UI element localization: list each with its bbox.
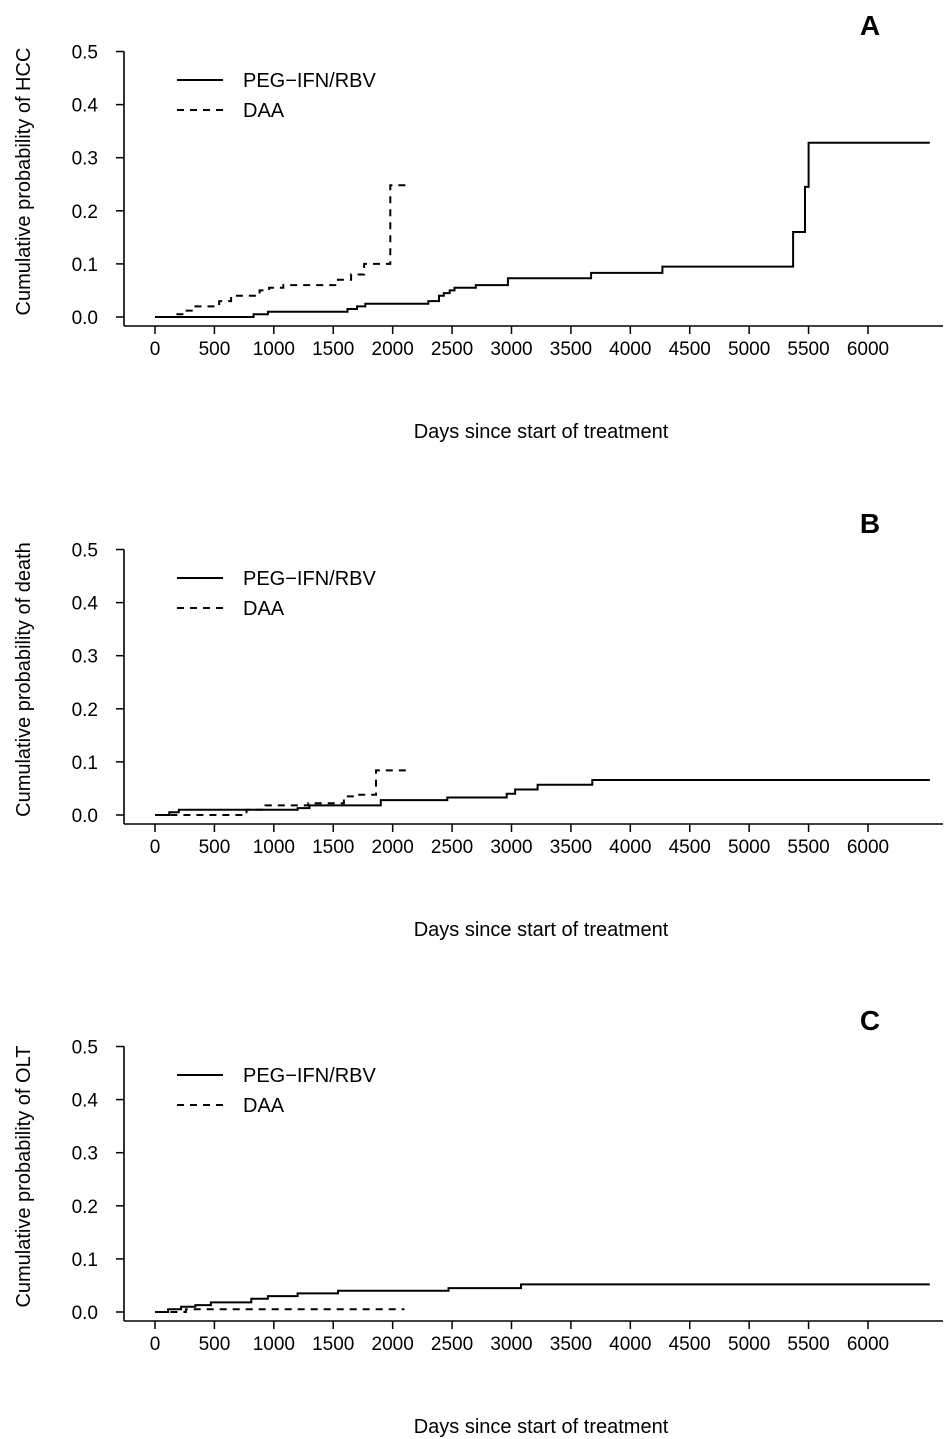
- panel-label: B: [860, 508, 880, 539]
- x-tick-label: 5500: [787, 339, 829, 360]
- y-axis-label: Cumulative probability of death: [13, 542, 35, 817]
- x-tick-label: 1500: [312, 1334, 354, 1355]
- x-tick-label: 500: [199, 837, 231, 858]
- x-tick-label: 500: [199, 339, 231, 360]
- x-tick-label: 2000: [372, 837, 414, 858]
- x-axis-label: Days since start of treatment: [414, 1416, 669, 1438]
- legend-label: DAA: [243, 100, 285, 122]
- x-tick-label: 2000: [372, 1334, 414, 1355]
- x-tick-label: 2000: [372, 339, 414, 360]
- x-tick-label: 2500: [431, 339, 473, 360]
- x-tick-label: 3500: [550, 339, 592, 360]
- y-tick-label: 0.0: [72, 308, 98, 329]
- x-tick-label: 4000: [609, 1334, 651, 1355]
- y-tick-label: 0.5: [72, 1038, 98, 1059]
- y-tick-label: 0.1: [72, 753, 98, 774]
- x-tick-label: 3500: [550, 837, 592, 858]
- x-tick-label: 5500: [787, 837, 829, 858]
- x-tick-label: 500: [199, 1334, 231, 1355]
- x-tick-label: 0: [150, 339, 161, 360]
- legend-label: PEG−IFN/RBV: [243, 568, 376, 590]
- series-line-daa: [170, 769, 407, 816]
- x-tick-label: 1000: [253, 1334, 295, 1355]
- x-tick-label: 4000: [609, 339, 651, 360]
- x-tick-label: 5000: [728, 837, 770, 858]
- legend-label: PEG−IFN/RBV: [243, 70, 376, 92]
- x-tick-label: 2500: [431, 837, 473, 858]
- x-tick-label: 2500: [431, 1334, 473, 1355]
- panel-c: 0.0 0.1 0.2 0.3 0.4 0.5 0 500 1000 1500 2000 2500 30…: [13, 1005, 943, 1438]
- x-tick-label: 1000: [253, 339, 295, 360]
- series-line-daa: [176, 184, 407, 316]
- x-axis-label: Days since start of treatment: [414, 421, 669, 443]
- legend-label: PEG−IFN/RBV: [243, 1065, 376, 1087]
- y-tick-label: 0.3: [72, 1144, 98, 1165]
- series-line-daa: [170, 1308, 405, 1313]
- panel-b: 0.0 0.1 0.2 0.3 0.4 0.5 0 500 1000 1500 2000 2500 30…: [13, 508, 943, 941]
- x-tick-label: 1000: [253, 837, 295, 858]
- legend-label: DAA: [243, 598, 285, 620]
- y-axis-label: Cumulative probability of OLT: [13, 1046, 35, 1308]
- y-tick-label: 0.4: [72, 96, 99, 117]
- x-tick-label: 3500: [550, 1334, 592, 1355]
- panel-a: 0.0 0.1 0.2 0.3 0.4 0.5 0 500 1000 1500 2000 2500 30…: [13, 10, 943, 443]
- y-axis-label: Cumulative probability of HCC: [13, 48, 35, 316]
- y-tick-label: 0.1: [72, 255, 98, 276]
- x-tick-label: 3000: [490, 1334, 532, 1355]
- x-tick-label: 4000: [609, 837, 651, 858]
- x-tick-label: 4500: [669, 339, 711, 360]
- legend-label: DAA: [243, 1095, 285, 1117]
- x-tick-label: 4500: [669, 1334, 711, 1355]
- series-line-peg-ifn-rbv: [155, 1283, 930, 1313]
- x-tick-label: 1500: [312, 837, 354, 858]
- series-line-peg-ifn-rbv: [155, 779, 930, 816]
- x-tick-label: 1500: [312, 339, 354, 360]
- x-tick-label: 5500: [787, 1334, 829, 1355]
- y-tick-label: 0.2: [72, 1197, 98, 1218]
- y-tick-label: 0.4: [72, 1091, 99, 1112]
- x-tick-label: 0: [150, 837, 161, 858]
- series-line-peg-ifn-rbv: [155, 141, 930, 318]
- x-tick-label: 3000: [490, 339, 532, 360]
- x-tick-label: 6000: [847, 1334, 889, 1355]
- x-tick-label: 3000: [490, 837, 532, 858]
- y-tick-label: 0.0: [72, 806, 98, 827]
- panel-label: C: [860, 1005, 880, 1036]
- y-tick-label: 0.5: [72, 541, 98, 562]
- x-tick-label: 6000: [847, 837, 889, 858]
- x-tick-label: 6000: [847, 339, 889, 360]
- x-axis-label: Days since start of treatment: [414, 919, 669, 941]
- x-tick-label: 5000: [728, 1334, 770, 1355]
- y-tick-label: 0.0: [72, 1303, 98, 1324]
- x-tick-label: 5000: [728, 339, 770, 360]
- y-tick-label: 0.3: [72, 647, 98, 668]
- x-tick-label: 0: [150, 1334, 161, 1355]
- panel-label: A: [860, 10, 880, 41]
- y-tick-label: 0.2: [72, 700, 98, 721]
- y-tick-label: 0.5: [72, 43, 98, 64]
- y-tick-label: 0.3: [72, 149, 98, 170]
- y-tick-label: 0.1: [72, 1250, 98, 1271]
- y-tick-label: 0.4: [72, 594, 99, 615]
- y-tick-label: 0.2: [72, 202, 98, 223]
- x-tick-label: 4500: [669, 837, 711, 858]
